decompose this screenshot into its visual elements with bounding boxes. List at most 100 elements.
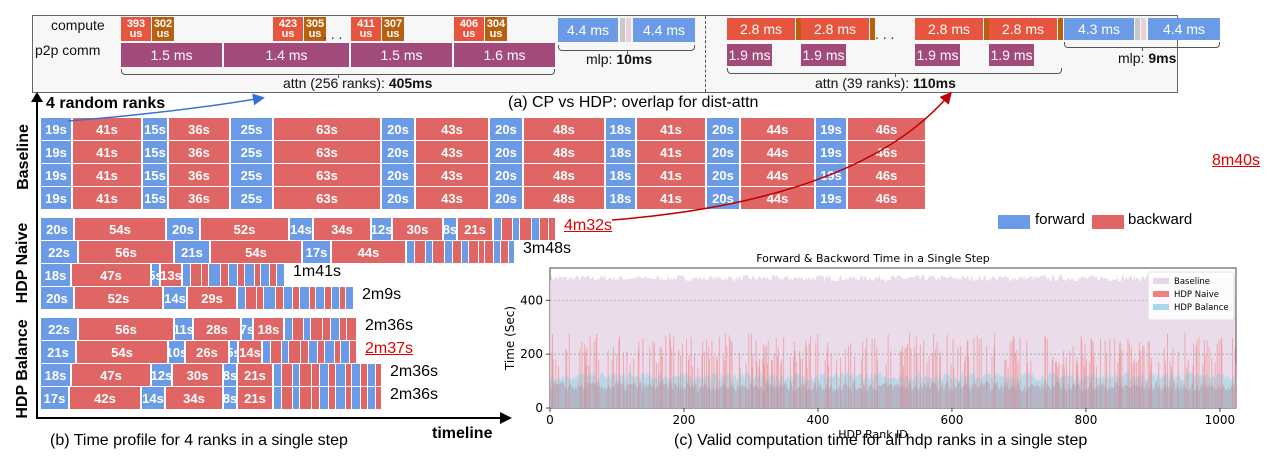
forward-segment bbox=[293, 364, 300, 386]
forward-segment bbox=[274, 387, 282, 409]
bar-hdp-naive bbox=[702, 341, 704, 408]
bar-hdp-naive bbox=[745, 363, 747, 408]
forward-segment: 20s bbox=[490, 141, 524, 163]
row-total: 4m32s bbox=[564, 217, 613, 234]
forward-segment: 8s bbox=[444, 218, 458, 240]
bar-hdp-naive bbox=[939, 356, 941, 408]
bar-hdp-naive bbox=[730, 339, 732, 408]
bar-hdp-naive bbox=[677, 350, 679, 408]
bar-hdp-naive bbox=[726, 345, 728, 408]
x-tick-label: 800 bbox=[1074, 413, 1097, 427]
backward-segment bbox=[300, 364, 312, 386]
bar-hdp-naive bbox=[694, 353, 696, 408]
forward-segment: 20s bbox=[167, 218, 201, 240]
backward-segment bbox=[549, 218, 556, 240]
bar-hdp-naive bbox=[957, 347, 959, 408]
bar-hdp-naive bbox=[637, 350, 639, 408]
backward-segment bbox=[329, 387, 336, 409]
bar-hdp-naive bbox=[581, 341, 583, 408]
backward-segment bbox=[276, 287, 284, 309]
backward-segment bbox=[323, 318, 331, 340]
bar-hdp-naive bbox=[775, 338, 777, 408]
bar-hdp-naive bbox=[876, 360, 878, 408]
backward-segment bbox=[301, 341, 309, 363]
backward-segment: 41s bbox=[637, 164, 707, 186]
bar-hdp-naive bbox=[1186, 366, 1188, 408]
backward-segment bbox=[346, 387, 352, 409]
backward-segment bbox=[340, 318, 347, 340]
bar-hdp-naive bbox=[669, 339, 671, 408]
comm-block: 1.9 ms bbox=[915, 44, 960, 66]
comm-block: 1.5 ms bbox=[351, 43, 452, 67]
bar-hdp-naive bbox=[638, 341, 640, 408]
group-label-hdp-naive: HDP Naive bbox=[14, 222, 31, 304]
forward-segment: 8s bbox=[224, 364, 238, 386]
bar-hdp-naive bbox=[1084, 343, 1086, 408]
forward-segment bbox=[229, 264, 238, 286]
legend-backward-swatch bbox=[1092, 215, 1124, 229]
forward-segment: 19s bbox=[41, 187, 73, 209]
bar-hdp-naive bbox=[1172, 347, 1174, 408]
divider-dashed bbox=[705, 16, 706, 92]
backward-segment bbox=[270, 264, 277, 286]
bar-hdp-naive bbox=[1235, 363, 1237, 408]
backward-segment: 44s bbox=[741, 164, 816, 186]
forward-segment: 25s bbox=[231, 164, 274, 186]
bar-hdp-naive bbox=[973, 338, 975, 408]
bar-hdp-naive bbox=[1163, 348, 1165, 408]
bar-hdp-naive bbox=[748, 333, 750, 408]
bar-hdp-naive bbox=[953, 367, 955, 408]
bar-hdp-naive bbox=[1061, 364, 1063, 408]
bar-hdp-naive bbox=[568, 334, 570, 408]
y-tick-label: 400 bbox=[520, 293, 543, 307]
bar-hdp-naive bbox=[752, 353, 754, 408]
bar-hdp-naive bbox=[661, 356, 663, 408]
bar-hdp-naive bbox=[826, 350, 828, 408]
backward-segment bbox=[415, 241, 426, 263]
brace-tip bbox=[338, 74, 339, 78]
backward-segment: 48s bbox=[524, 118, 606, 140]
bar-hdp-naive bbox=[1063, 350, 1065, 408]
bar-hdp-naive bbox=[1140, 350, 1142, 408]
attn-label-hdp: attn (39 ranks): 110ms bbox=[815, 75, 956, 91]
brace-attn bbox=[727, 68, 1062, 77]
bar-hdp-naive bbox=[1131, 363, 1133, 408]
backward-segment: 18s bbox=[254, 318, 285, 340]
forward-segment bbox=[209, 264, 221, 286]
forward-segment bbox=[331, 318, 340, 340]
bar-hdp-naive bbox=[1196, 339, 1198, 408]
bar-hdp-naive bbox=[824, 359, 826, 408]
bar-hdp-naive bbox=[763, 363, 765, 408]
compute-block-attn: 393 us bbox=[121, 17, 151, 41]
backward-segment bbox=[469, 241, 479, 263]
bar-hdp-naive bbox=[1198, 337, 1200, 408]
forward-segment bbox=[336, 364, 346, 386]
forward-segment: 22s bbox=[41, 241, 79, 263]
bar-hdp-naive bbox=[579, 348, 581, 408]
bar-hdp-naive bbox=[815, 343, 817, 408]
backward-segment: 63s bbox=[274, 118, 382, 140]
forward-segment: 18s bbox=[41, 364, 72, 386]
row-total: 2m9s bbox=[362, 286, 402, 303]
x-axis-arrowhead-icon bbox=[500, 412, 512, 424]
bar-hdp-naive bbox=[806, 367, 808, 408]
bar-hdp-naive bbox=[593, 341, 595, 408]
backward-segment: 63s bbox=[274, 164, 382, 186]
forward-segment: 18s bbox=[606, 141, 637, 163]
backward-segment: 36s bbox=[169, 187, 231, 209]
bar-hdp-naive bbox=[1019, 337, 1021, 408]
bar-hdp-naive bbox=[764, 347, 766, 408]
backward-segment: 54s bbox=[211, 241, 303, 263]
forward-segment: 20s bbox=[490, 164, 524, 186]
forward-segment bbox=[284, 287, 293, 309]
backward-segment: 48s bbox=[524, 141, 606, 163]
backward-segment: 54s bbox=[75, 218, 167, 240]
forward-segment: 17s bbox=[41, 387, 70, 409]
group-label-baseline: Baseline bbox=[15, 124, 32, 190]
forward-segment bbox=[336, 387, 346, 409]
bar-hdp-naive bbox=[959, 346, 961, 408]
forward-segment: 22s bbox=[41, 318, 79, 340]
backward-segment bbox=[289, 341, 301, 363]
backward-segment: 28s bbox=[194, 318, 242, 340]
bar-hdp-naive bbox=[850, 342, 852, 408]
